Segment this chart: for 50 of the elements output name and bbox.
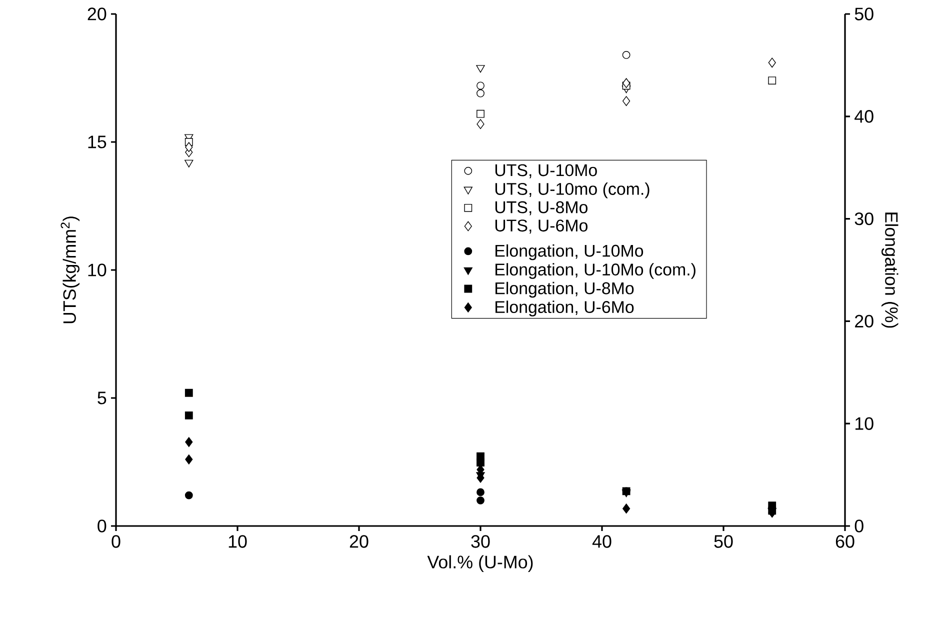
point: [622, 78, 630, 88]
legend-label: Elongation, U-10Mo (com.): [496, 263, 696, 279]
y-axis-title: UTS(kg/mm$^{2}$): [60, 216, 80, 324]
x-tick-label: 30: [471, 535, 490, 548]
point: [476, 488, 484, 496]
legend-label: UTS, U-10Mo: [495, 164, 597, 178]
point: [476, 110, 484, 118]
x-tick-label: 40: [592, 535, 612, 548]
x-tick-label: 20: [350, 535, 368, 548]
y-tick-label: 0: [98, 520, 106, 532]
y2-tick-label: 0: [854, 520, 864, 532]
point: [476, 119, 484, 130]
legend-label: Elongation, U-10Mo: [496, 244, 644, 260]
y2-tick-label: 20: [855, 314, 874, 328]
point: [184, 411, 193, 420]
y-tick-label: 10: [88, 264, 106, 276]
point: [185, 437, 193, 447]
y2-tick-label: 10: [855, 417, 874, 430]
point: [476, 458, 484, 466]
point: [476, 89, 484, 98]
point: [768, 76, 776, 85]
point: [622, 51, 630, 59]
y-tick-label: 5: [98, 392, 106, 404]
x-tick-label: 60: [836, 535, 854, 548]
legend-label: Elongation, U-6Mo: [496, 300, 634, 316]
point: [184, 491, 193, 500]
y2-tick-label: 50: [854, 8, 874, 20]
legend-label: UTS, U-8Mo: [495, 201, 588, 216]
y-tick-label: 20: [88, 8, 106, 20]
legend-label: UTS, U-6Mo: [495, 220, 588, 234]
point: [185, 142, 193, 152]
point: [184, 160, 194, 168]
point: [184, 388, 193, 397]
point: [476, 65, 485, 73]
y2-tick-label: 40: [854, 110, 874, 123]
x-tick-label: 10: [228, 535, 247, 548]
x-axis-title: Vol.% (U-Mo): [427, 555, 533, 572]
point: [622, 96, 630, 106]
point: [622, 504, 630, 514]
legend-label: UTS, U-10mo (com.): [495, 182, 650, 198]
point: [476, 82, 484, 90]
y2-tick-label: 30: [854, 212, 874, 226]
point: [185, 454, 193, 464]
y2-axis-title: Elongation (%): [882, 212, 898, 328]
point: [768, 58, 776, 68]
x-tick-label: 50: [714, 535, 733, 548]
y-tick-label: 15: [88, 136, 106, 148]
point: [476, 496, 484, 504]
x-tick-label: 0: [112, 535, 120, 548]
legend-label: Elongation, U-8Mo: [496, 282, 634, 298]
